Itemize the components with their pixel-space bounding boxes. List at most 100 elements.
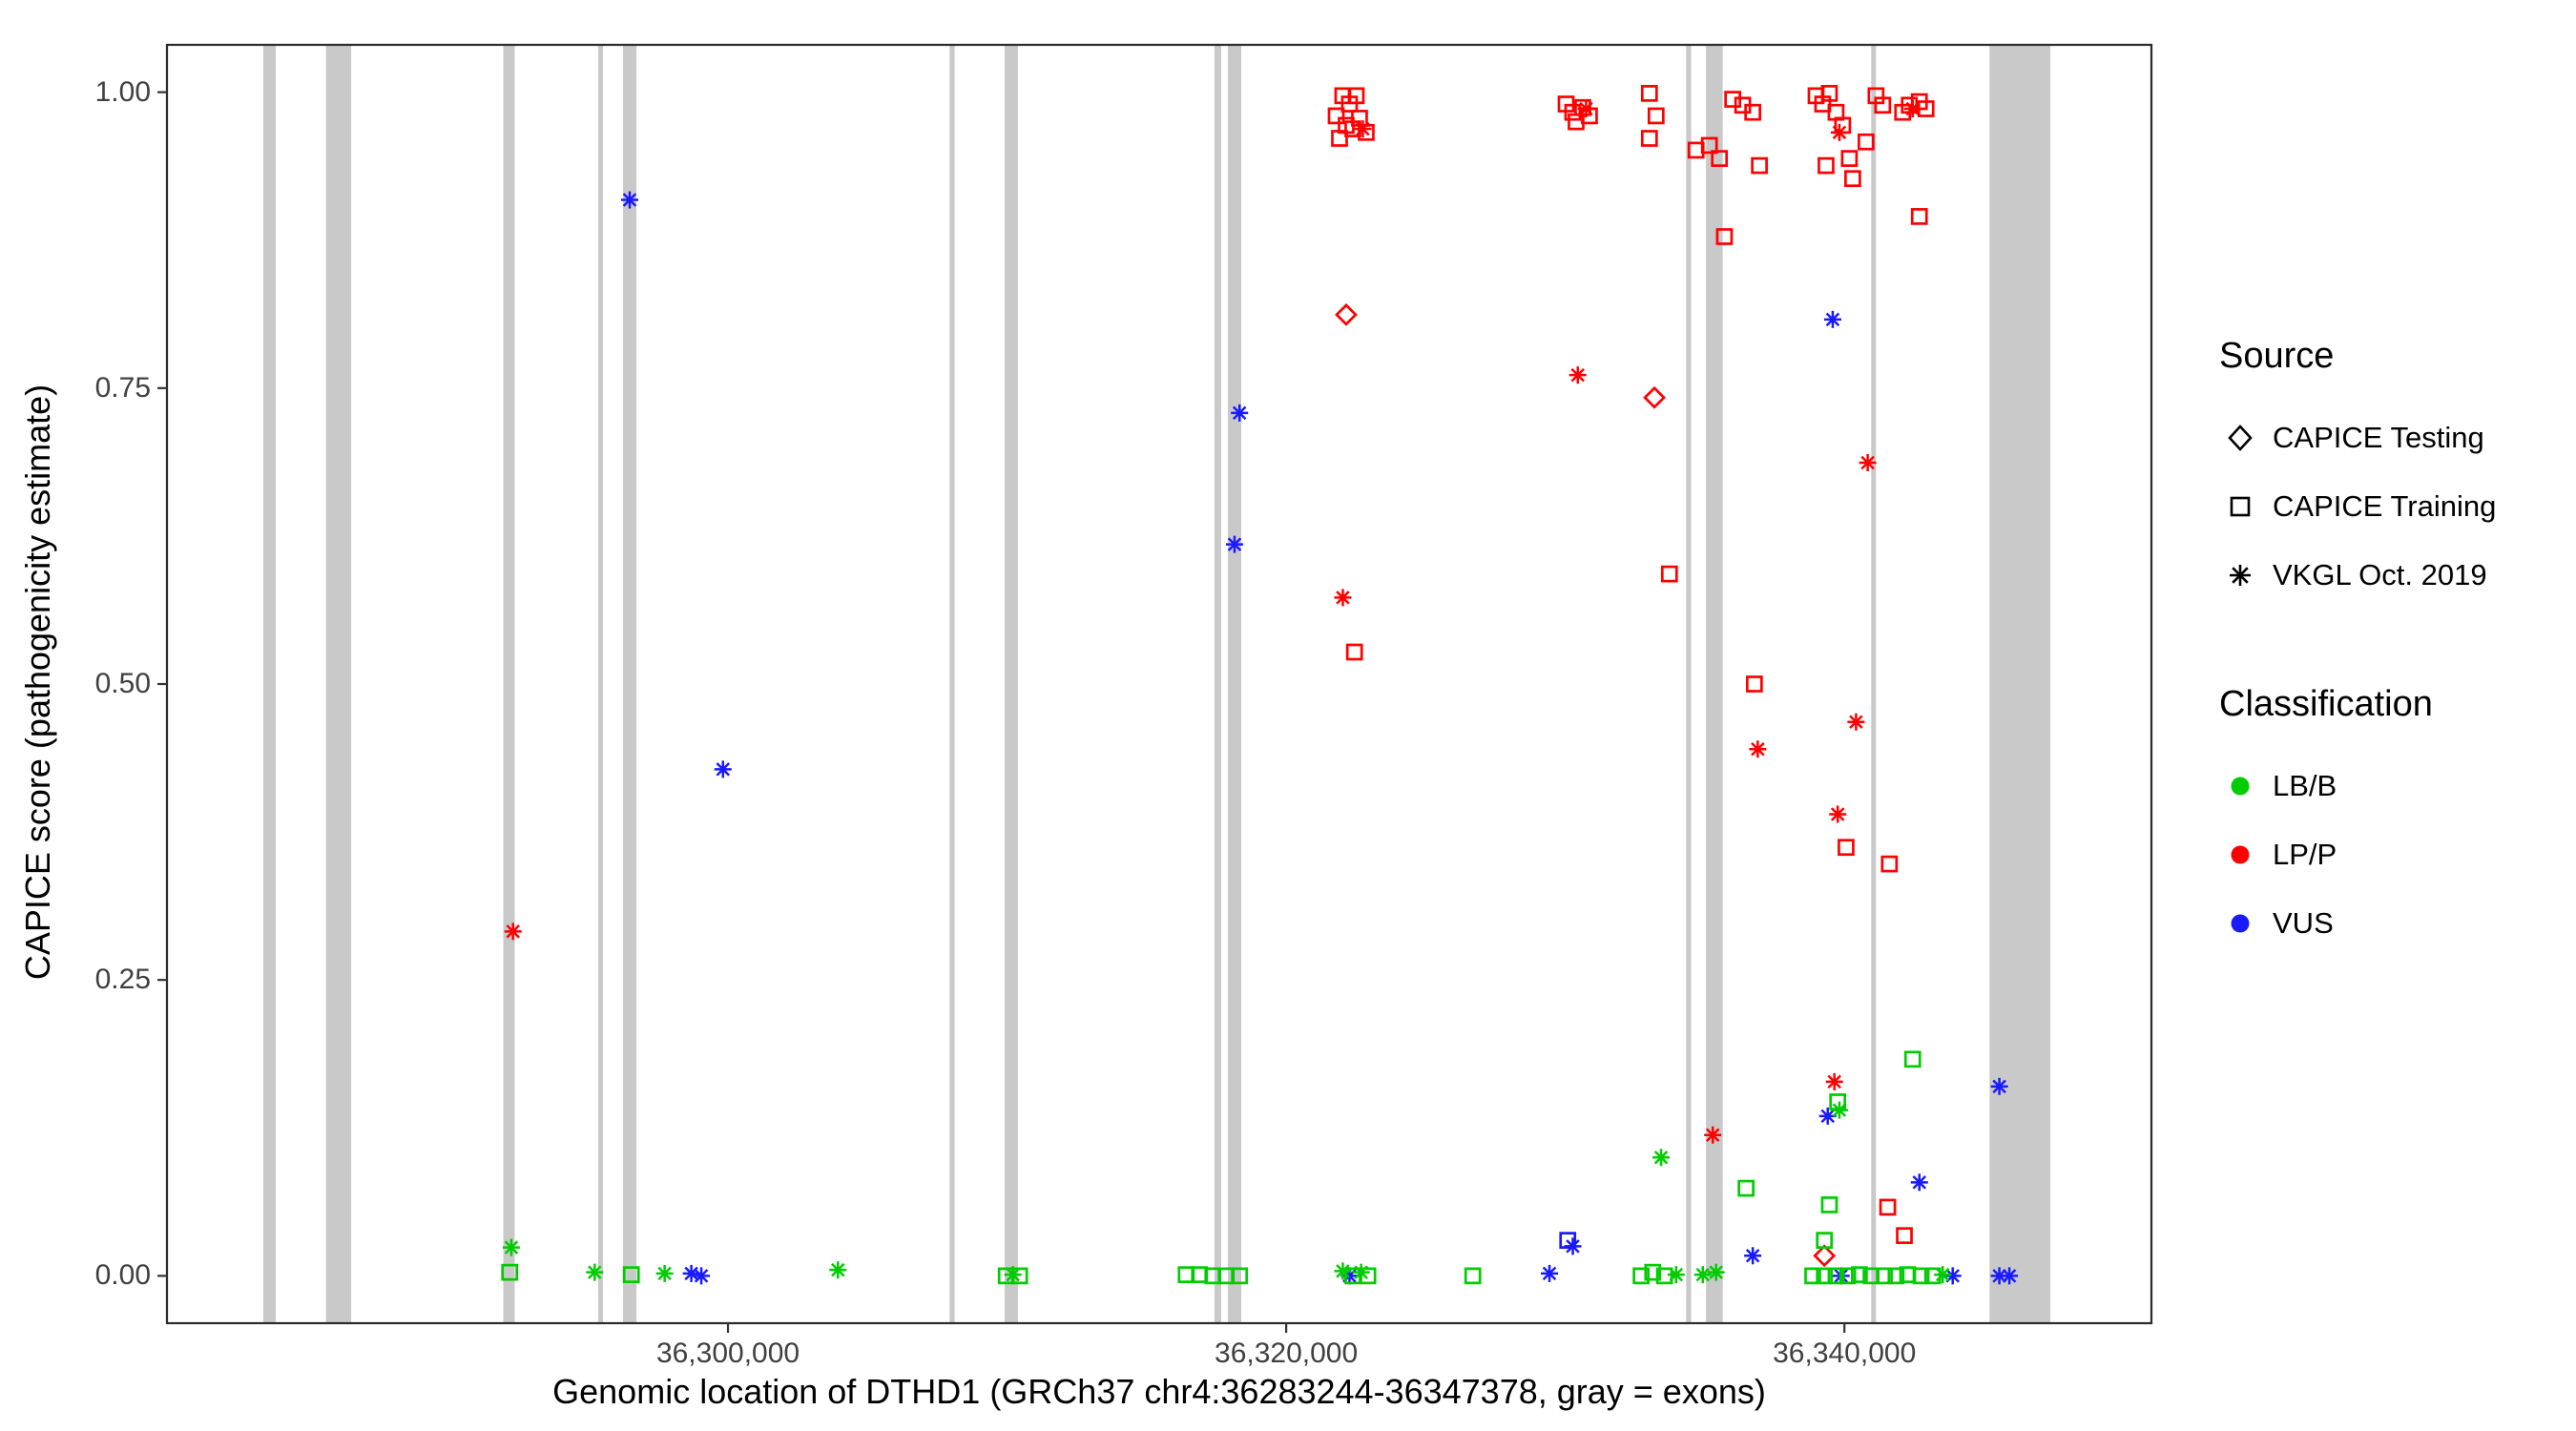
point-asterisk [504, 923, 522, 941]
exon-bar [1706, 45, 1723, 1323]
point-asterisk [1568, 366, 1587, 384]
point-square [1746, 675, 1763, 693]
exon-bar [1214, 45, 1221, 1323]
point-asterisk [1744, 1247, 1762, 1265]
legend-item-label: LB/B [2273, 769, 2337, 802]
point-square [1851, 1266, 1868, 1283]
point-square [1827, 1267, 1845, 1285]
point-square [1816, 1267, 1834, 1285]
exon-bar [503, 45, 515, 1323]
point-square [1879, 1198, 1897, 1216]
exon-bar [623, 45, 637, 1323]
point-asterisk [1541, 1264, 1559, 1282]
point-square [1804, 1267, 1821, 1285]
point-square [1816, 1232, 1834, 1249]
point-asterisk [1910, 1173, 1928, 1192]
legend-item-label: LP/P [2273, 838, 2337, 871]
point-square [1839, 1267, 1857, 1285]
red-dot-icon [2231, 845, 2250, 864]
legend-item-lpp: LP/P [2219, 820, 2572, 889]
point-square [1331, 130, 1348, 147]
point-square [1347, 87, 1365, 105]
point-square [1876, 1267, 1893, 1285]
legend-item-label: CAPICE Testing [2273, 421, 2484, 454]
diamond-icon [2228, 425, 2253, 451]
exon-bar [1871, 45, 1877, 1323]
exon-bar [1227, 45, 1242, 1323]
legend-spacer [2219, 610, 2572, 684]
legend-item-label: CAPICE Training [2273, 489, 2497, 523]
point-square [1231, 1267, 1249, 1285]
point-square [1359, 1267, 1377, 1285]
point-square [1896, 1227, 1913, 1245]
point-asterisk [2001, 1267, 2019, 1285]
point-asterisk [714, 760, 732, 778]
point-asterisk [1334, 1262, 1352, 1280]
point-square [1910, 208, 1928, 225]
point-square [1744, 103, 1761, 121]
legend-source-title: Source [2219, 336, 2335, 376]
point-asterisk [1990, 1077, 2008, 1095]
point-square [1640, 85, 1658, 102]
point-asterisk [1354, 120, 1372, 138]
y-tick-label-1.00: 1.00 [94, 75, 151, 108]
point-asterisk [1334, 589, 1352, 607]
point-square [1820, 1196, 1839, 1213]
legend-item-label: VUS [2273, 906, 2334, 940]
point-asterisk [1847, 713, 1865, 731]
point-asterisk [1823, 310, 1841, 328]
exon-bar [1004, 45, 1018, 1323]
point-asterisk [1693, 1266, 1712, 1284]
exon-bar [949, 45, 955, 1323]
point-asterisk [1903, 100, 1922, 117]
point-asterisk [1652, 1149, 1671, 1167]
exon-bar [325, 45, 352, 1323]
exon-bar [597, 45, 603, 1323]
point-square [1327, 107, 1345, 125]
legend: Source CAPICE Testing CAPICE Training [2219, 336, 2572, 958]
point-asterisk [829, 1261, 847, 1279]
point-square [1874, 96, 1892, 114]
point-asterisk [693, 1267, 711, 1285]
point-square [1568, 113, 1585, 131]
y-axis-title: CAPICE score (pathogenicity estimate) [18, 384, 57, 981]
legend-item-vus: VUS [2219, 889, 2572, 958]
point-square [1912, 1267, 1930, 1285]
point-square [1923, 1267, 1942, 1285]
point-square [1647, 107, 1665, 125]
point-square [501, 1263, 519, 1281]
point-square [1559, 1232, 1577, 1249]
x-tick-label-36320000: 36,320,000 [1215, 1338, 1359, 1369]
y-tick-label-0.75: 0.75 [94, 371, 151, 404]
point-square [1887, 1267, 1905, 1285]
exon-bar [1686, 45, 1692, 1323]
point-square [1345, 643, 1363, 661]
point-square [1844, 170, 1861, 188]
legend-item-capice-testing: CAPICE Testing [2219, 404, 2572, 472]
point-square [1751, 156, 1768, 175]
point-square [1564, 103, 1582, 121]
y-tick-label-0.00: 0.00 [94, 1259, 151, 1292]
point-square [1840, 150, 1859, 167]
point-asterisk [586, 1263, 604, 1281]
point-asterisk [1829, 805, 1847, 823]
point-asterisk [682, 1264, 700, 1282]
point-square [1903, 1050, 1922, 1068]
y-tick-label-0.50: 0.50 [94, 668, 151, 699]
legend-item-label: VKGL Oct. 2019 [2273, 558, 2487, 591]
point-asterisk [620, 191, 638, 209]
point-asterisk [1231, 404, 1249, 422]
point-asterisk [1825, 1072, 1843, 1090]
point-square [1010, 1267, 1028, 1285]
point-asterisk [1859, 453, 1877, 471]
point-square [622, 1266, 640, 1283]
point-asterisk [1707, 1263, 1725, 1281]
point-square [1820, 85, 1839, 102]
point-square [1660, 565, 1678, 583]
legend-item-vkgl: VKGL Oct. 2019 [2219, 541, 2572, 610]
point-square [1838, 839, 1855, 857]
point-square [1880, 855, 1899, 873]
point-diamond [1335, 302, 1358, 326]
